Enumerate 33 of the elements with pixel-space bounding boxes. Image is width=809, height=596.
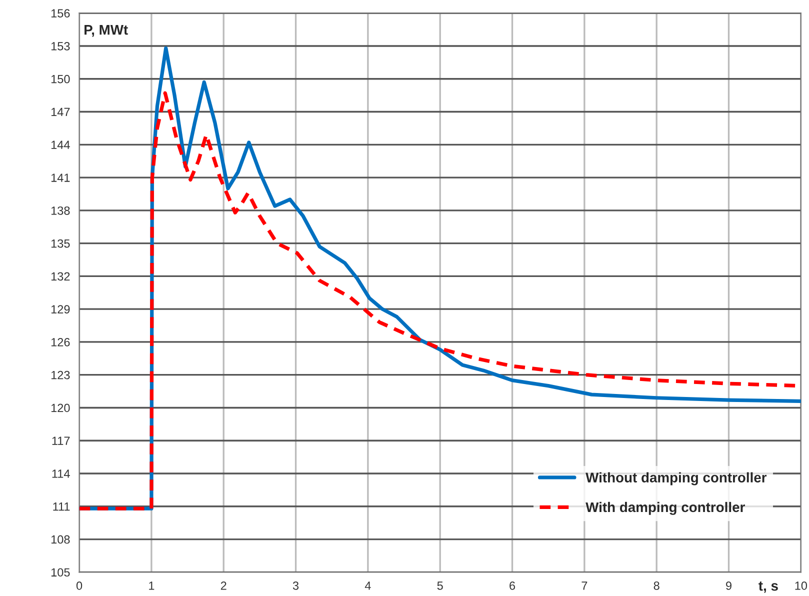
y-tick-label: 129: [51, 305, 70, 314]
y-tick-label: 153: [51, 42, 70, 50]
y-tick-label: 147: [51, 108, 70, 116]
x-tick-label: 2: [220, 582, 226, 590]
x-tick-label: 5: [437, 582, 443, 590]
x-tick-label: 1: [149, 582, 154, 590]
y-tick-label: 117: [52, 436, 70, 445]
y-tick-label: 156: [51, 9, 70, 18]
y-tick-label: 138: [51, 206, 70, 215]
y-tick-label: 141: [51, 174, 70, 182]
legend-label: With damping controller: [586, 502, 745, 515]
x-tick-label: 6: [510, 582, 516, 590]
x-axis-title: t, s: [758, 582, 778, 593]
y-tick-label: 111: [53, 502, 70, 511]
x-tick-label: 4: [364, 582, 371, 590]
y-tick-label: 123: [51, 370, 70, 380]
x-tick-label: 0: [76, 582, 82, 590]
y-tick-label: 108: [51, 535, 70, 544]
y-tick-label: 105: [51, 568, 70, 577]
y-tick-label: 114: [52, 470, 70, 478]
x-tick-label: 8: [654, 582, 660, 590]
y-axis-title: P, MWt: [84, 25, 128, 37]
x-tick-label: 9: [726, 582, 732, 590]
y-tick-label: 135: [51, 239, 70, 248]
x-tick-label: 7: [582, 582, 588, 590]
y-tick-label: 120: [51, 404, 70, 412]
y-tick-label: 126: [51, 338, 70, 346]
y-tick-label: 132: [51, 272, 70, 281]
y-tick-label: 144: [51, 140, 70, 149]
x-tick-label: 10: [795, 582, 808, 590]
y-tick-label: 150: [51, 74, 70, 84]
legend-label: Without damping controller: [586, 472, 767, 486]
x-tick-label: 3: [292, 582, 299, 590]
